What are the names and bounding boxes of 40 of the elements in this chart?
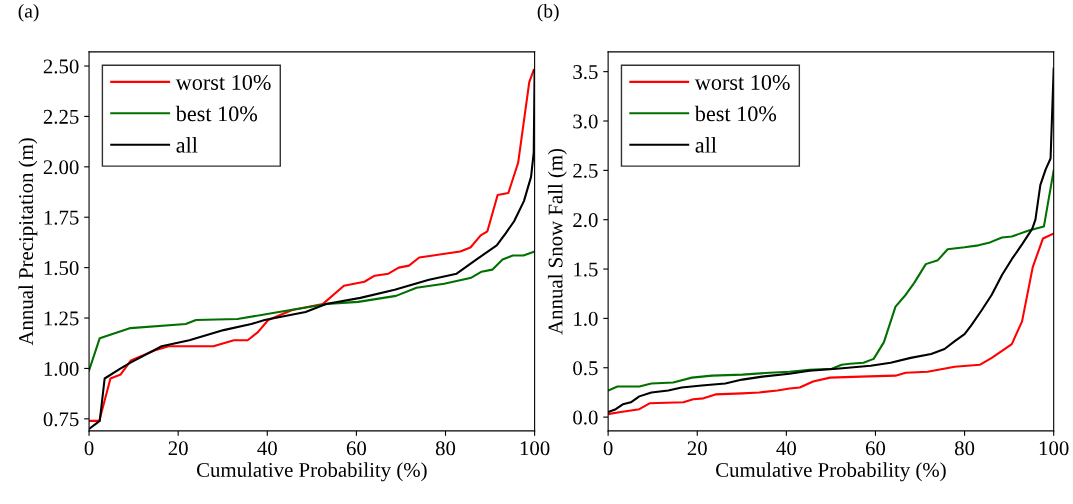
y-tick-label: 1.0: [574, 311, 598, 326]
x-tick-label: 0: [603, 441, 613, 456]
x-axis-title: Cumulative Probability (%): [716, 462, 946, 482]
legend-label: worst 10%: [175, 74, 271, 90]
y-tick-label: 1.00: [44, 361, 79, 376]
x-tick-label: 0: [84, 441, 94, 456]
legend-label: best 10%: [694, 105, 777, 122]
y-tick-label: 2.25: [43, 109, 79, 124]
x-tick-label: 20: [687, 441, 707, 456]
y-tick-label: 2.50: [43, 59, 79, 74]
y-axis-title: Annual Precipitation (m): [18, 138, 38, 346]
y-axis-title: Annual Snow Fall (m): [547, 148, 567, 335]
x-tick-label: 40: [776, 441, 796, 456]
x-tick-label: 40: [257, 441, 277, 456]
y-tick-label: 3.0: [573, 114, 598, 129]
y-tick-label: 1.75: [44, 210, 79, 225]
text: (b): [537, 3, 559, 22]
x-tick-label: 60: [865, 441, 886, 456]
legend-label: worst 10%: [694, 74, 790, 90]
legend-label: all: [176, 137, 198, 153]
y-tick-label: 2.0: [573, 213, 598, 228]
y-tick-label: 3.5: [573, 65, 598, 80]
legend-label: all: [695, 137, 717, 153]
legend-label: best 10%: [175, 105, 258, 122]
x-tick-label: 100: [1039, 441, 1069, 456]
x-tick-label: 80: [435, 441, 456, 456]
y-tick-label: 1.5: [574, 262, 598, 277]
x-tick-label: 100: [520, 441, 550, 456]
x-axis-title: Cumulative Probability (%): [196, 462, 427, 482]
y-tick-label: 2.5: [573, 163, 598, 178]
text: (a): [18, 3, 39, 22]
x-tick-label: 20: [168, 441, 188, 456]
x-tick-label: 60: [346, 441, 367, 456]
y-tick-label: 0.5: [573, 361, 598, 376]
x-tick-label: 80: [954, 441, 975, 456]
y-tick-label: 1.50: [44, 261, 79, 276]
y-tick-label: 1.25: [44, 311, 79, 326]
y-tick-label: 0.0: [573, 410, 598, 425]
y-tick-label: 0.75: [43, 412, 79, 427]
y-tick-label: 2.00: [43, 160, 79, 175]
